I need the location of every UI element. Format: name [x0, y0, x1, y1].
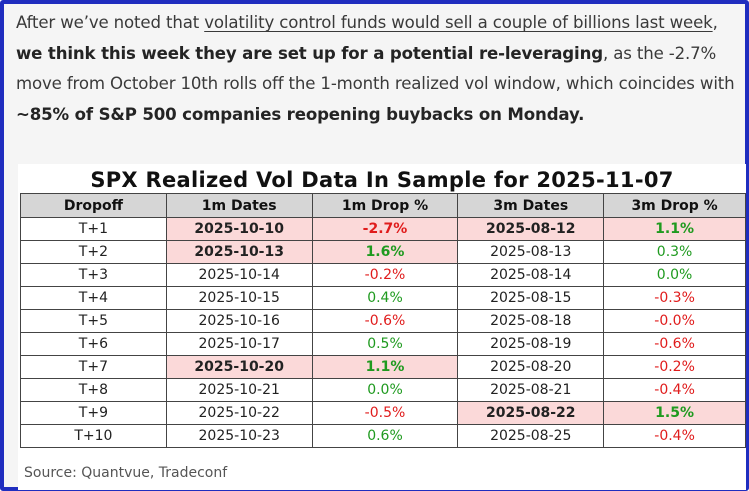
header-3m-drop: 3m Drop % [603, 193, 746, 218]
table-row: T+9 2025-10-22 -0.5% 2025-08-22 1.5% [20, 401, 746, 425]
cell-3m-date: 2025-08-12 [457, 217, 605, 241]
cell-3m-date: 2025-08-13 [457, 240, 605, 264]
cell-3m-drop: -0.6% [603, 332, 746, 356]
cell-1m-drop: -0.5% [311, 401, 459, 425]
cell-dropoff: T+8 [20, 378, 167, 402]
table-header-row: Dropoff 1m Dates 1m Drop % 3m Dates 3m D… [20, 193, 746, 218]
cell-3m-drop: 0.0% [603, 263, 746, 287]
cell-3m-date: 2025-08-14 [457, 263, 605, 287]
cell-1m-date: 2025-10-10 [165, 217, 313, 241]
cell-1m-drop: -0.6% [311, 309, 459, 333]
paragraph-text: , [712, 13, 718, 32]
cell-dropoff: T+3 [20, 263, 167, 287]
cell-3m-drop: -0.4% [603, 424, 746, 448]
cell-dropoff: T+10 [20, 424, 167, 448]
cell-1m-drop: 1.1% [311, 355, 459, 379]
cell-1m-date: 2025-10-16 [165, 309, 313, 333]
table-row: T+4 2025-10-15 0.4% 2025-08-15 -0.3% [20, 286, 746, 310]
cell-3m-drop: -0.4% [603, 378, 746, 402]
cell-1m-date: 2025-10-14 [165, 263, 313, 287]
cell-dropoff: T+2 [20, 240, 167, 264]
cell-1m-date: 2025-10-15 [165, 286, 313, 310]
table-row: T+6 2025-10-17 0.5% 2025-08-19 -0.6% [20, 332, 746, 356]
paragraph-text: , as the -2.7% move from October 10th ro… [16, 43, 735, 94]
table-row: T+1 2025-10-10 -2.7% 2025-08-12 1.1% [20, 217, 746, 241]
commentary-paragraph: After we’ve noted that volatility contro… [16, 8, 741, 130]
cell-dropoff: T+7 [20, 355, 167, 379]
realized-vol-table: Dropoff 1m Dates 1m Drop % 3m Dates 3m D… [20, 193, 746, 448]
cell-1m-date: 2025-10-22 [165, 401, 313, 425]
paragraph-bold-buybacks: ~85% of S&P 500 companies reopening buyb… [16, 104, 585, 124]
cell-1m-drop: 0.0% [311, 378, 459, 402]
volatility-funds-link[interactable]: volatility control funds would sell a co… [204, 13, 713, 32]
cell-3m-date: 2025-08-15 [457, 286, 605, 310]
table-row: T+3 2025-10-14 -0.2% 2025-08-14 0.0% [20, 263, 746, 287]
paragraph-text: After we’ve noted that [16, 13, 205, 32]
cell-dropoff: T+9 [20, 401, 167, 425]
cell-1m-drop: 0.5% [311, 332, 459, 356]
table-image-panel: SPX Realized Vol Data In Sample for 2025… [18, 164, 746, 490]
cell-1m-drop: 0.6% [311, 424, 459, 448]
table-row: T+8 2025-10-21 0.0% 2025-08-21 -0.4% [20, 378, 746, 402]
table-row: T+10 2025-10-23 0.6% 2025-08-25 -0.4% [20, 424, 746, 448]
table-title: SPX Realized Vol Data In Sample for 2025… [90, 168, 674, 192]
cell-3m-drop: -0.3% [603, 286, 746, 310]
cell-3m-date: 2025-08-25 [457, 424, 605, 448]
cell-3m-date: 2025-08-21 [457, 378, 605, 402]
cell-1m-date: 2025-10-21 [165, 378, 313, 402]
cell-3m-date: 2025-08-19 [457, 332, 605, 356]
table-row: T+7 2025-10-20 1.1% 2025-08-20 -0.2% [20, 355, 746, 379]
cell-1m-date: 2025-10-23 [165, 424, 313, 448]
cell-1m-date: 2025-10-20 [165, 355, 313, 379]
cell-dropoff: T+6 [20, 332, 167, 356]
source-note: Source: Quantvue, Tradeconf [24, 465, 228, 481]
header-3m-dates: 3m Dates [457, 193, 605, 218]
cell-1m-drop: 0.4% [311, 286, 459, 310]
cell-3m-drop: 0.3% [603, 240, 746, 264]
cell-3m-date: 2025-08-18 [457, 309, 605, 333]
cell-1m-date: 2025-10-13 [165, 240, 313, 264]
cell-3m-date: 2025-08-22 [457, 401, 605, 425]
header-dropoff: Dropoff [20, 193, 167, 218]
paragraph-bold-claim: we think this week they are set up for a… [16, 43, 603, 63]
cell-1m-drop: -0.2% [311, 263, 459, 287]
cell-3m-drop: 1.5% [603, 401, 746, 425]
table-row: T+5 2025-10-16 -0.6% 2025-08-18 -0.0% [20, 309, 746, 333]
cell-dropoff: T+1 [20, 217, 167, 241]
cell-1m-date: 2025-10-17 [165, 332, 313, 356]
cell-1m-drop: -2.7% [311, 217, 459, 241]
header-1m-dates: 1m Dates [165, 193, 313, 218]
cell-3m-drop: 1.1% [603, 217, 746, 241]
cell-3m-drop: -0.2% [603, 355, 746, 379]
table-row: T+2 2025-10-13 1.6% 2025-08-13 0.3% [20, 240, 746, 264]
cell-1m-drop: 1.6% [311, 240, 459, 264]
header-1m-drop: 1m Drop % [311, 193, 459, 218]
cell-dropoff: T+5 [20, 309, 167, 333]
cell-dropoff: T+4 [20, 286, 167, 310]
cell-3m-date: 2025-08-20 [457, 355, 605, 379]
cell-3m-drop: -0.0% [603, 309, 746, 333]
